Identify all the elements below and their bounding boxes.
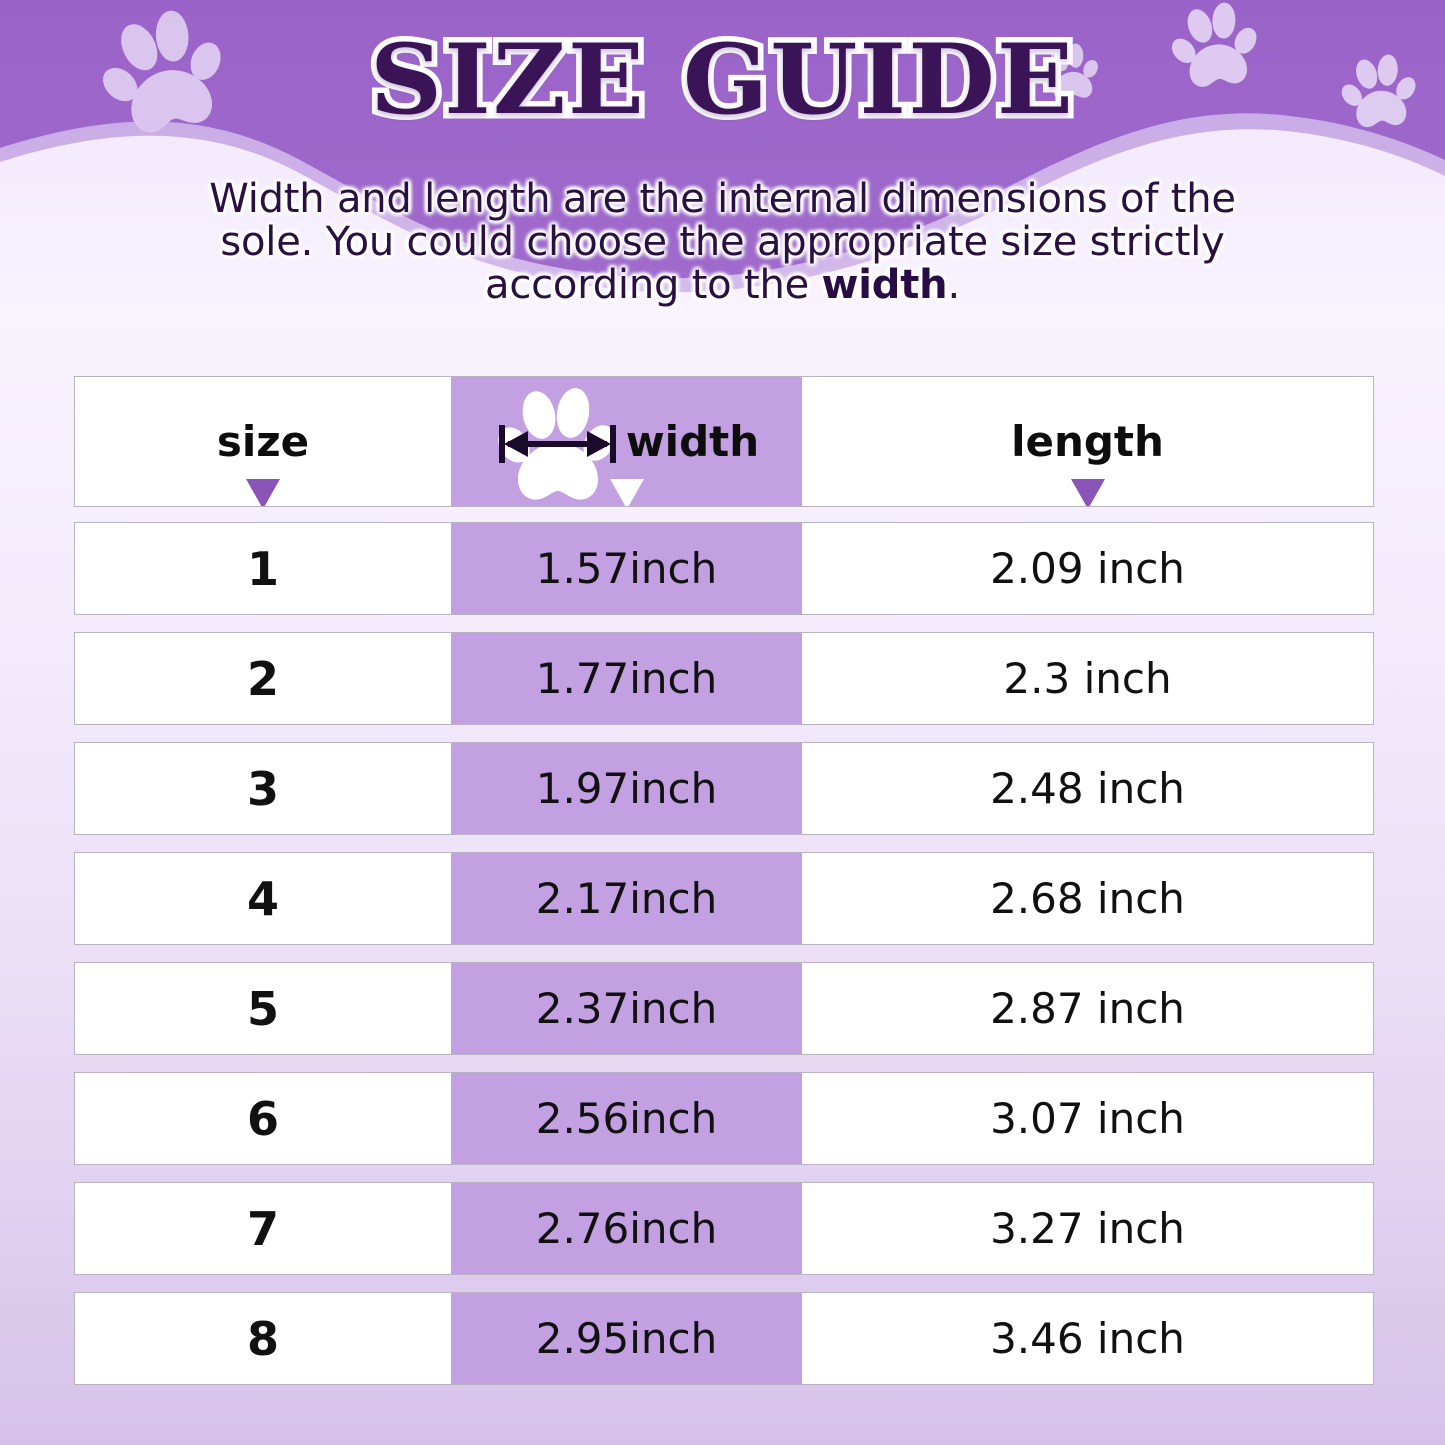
cell-size: 8 — [246, 1311, 279, 1366]
header-label-length: length — [1011, 417, 1164, 466]
triangle-down-icon-length — [1070, 479, 1105, 506]
cell-width: 2.95inch — [451, 1293, 802, 1384]
header-cell-length: length — [802, 377, 1373, 506]
header-cell-size: size — [75, 377, 451, 506]
table-row: 3 1.97inch 2.48 inch — [74, 742, 1374, 835]
table-row: 8 2.95inch 3.46 inch — [74, 1292, 1374, 1385]
cell-length: 3.46 inch — [990, 1314, 1185, 1363]
table-row: 1 1.57inch 2.09 inch — [74, 522, 1374, 615]
subtitle-emphasis-width: width — [821, 262, 948, 308]
cell-length: 2.87 inch — [990, 984, 1185, 1033]
header-wave-divider — [0, 113, 1445, 330]
table-body: 1 1.57inch 2.09 inch 2 1.77inch 2.3 inch 3 1.97… — [74, 522, 1374, 1385]
cell-size: 4 — [246, 871, 279, 926]
table-row: 2 1.77inch 2.3 inch — [74, 632, 1374, 725]
cell-length: 3.07 inch — [990, 1094, 1185, 1143]
header-band — [0, 0, 1445, 330]
cell-length: 2.09 inch — [990, 544, 1185, 593]
cell-length: 2.48 inch — [990, 764, 1185, 813]
cell-width: 2.76inch — [451, 1183, 802, 1274]
cell-size: 2 — [246, 651, 279, 706]
header-cell-width: width — [451, 377, 802, 506]
subtitle-text-part2: . — [947, 262, 960, 308]
subtitle-text-part1: Width and length are the internal dimens… — [209, 176, 1236, 308]
cell-size: 5 — [246, 981, 279, 1036]
cell-width: 2.56inch — [451, 1073, 802, 1164]
cell-width: 1.57inch — [451, 523, 802, 614]
cell-width: 1.97inch — [451, 743, 802, 834]
table-row: 5 2.37inch 2.87 inch — [74, 962, 1374, 1055]
table-row: 4 2.17inch 2.68 inch — [74, 852, 1374, 945]
page-title: SIZE GUIDE — [364, 22, 1078, 137]
cell-length: 2.68 inch — [990, 874, 1185, 923]
cell-length: 2.3 inch — [1003, 654, 1172, 703]
header-label-width: width — [625, 417, 760, 466]
cell-size: 6 — [246, 1091, 279, 1146]
cell-width: 1.77inch — [451, 633, 802, 724]
header-label-size: size — [216, 417, 310, 466]
triangle-down-icon-width — [609, 479, 644, 506]
size-chart-table: size — [74, 376, 1374, 1402]
cell-size: 3 — [246, 761, 279, 816]
cell-width: 2.17inch — [451, 853, 802, 944]
triangle-down-icon-size — [246, 479, 280, 506]
page-subtitle: Width and length are the internal dimens… — [170, 178, 1275, 307]
table-header-row: size — [74, 376, 1374, 507]
table-row: 7 2.76inch 3.27 inch — [74, 1182, 1374, 1275]
cell-width: 2.37inch — [451, 963, 802, 1054]
paw-width-arrow-icon — [494, 381, 622, 507]
cell-size: 7 — [246, 1201, 279, 1256]
table-row: 6 2.56inch 3.07 inch — [74, 1072, 1374, 1165]
cell-length: 3.27 inch — [990, 1204, 1185, 1253]
cell-size: 1 — [246, 541, 279, 596]
